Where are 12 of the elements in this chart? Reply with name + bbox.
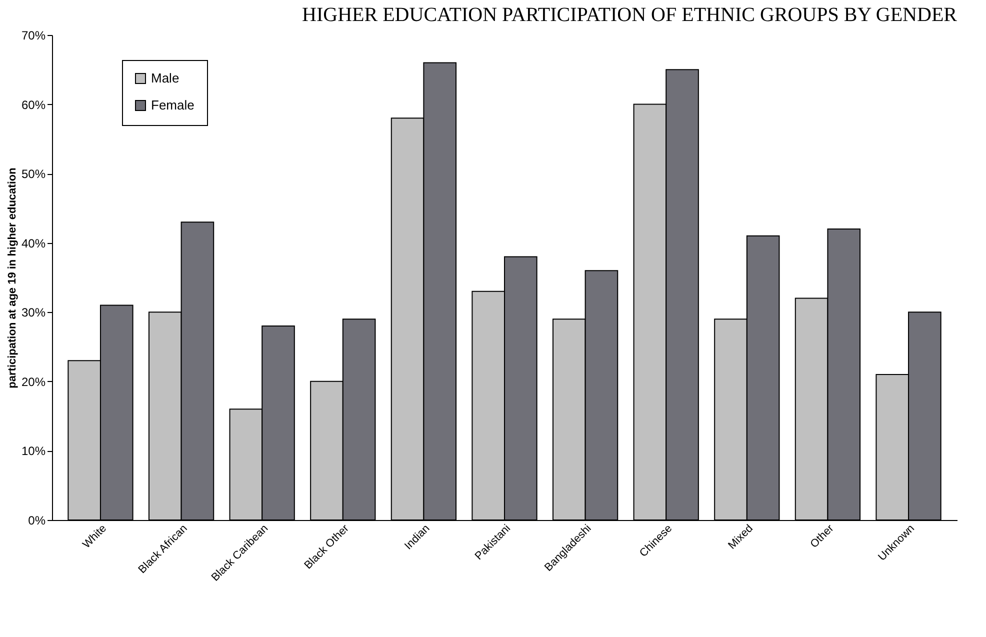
y-tick-label: 50%	[21, 167, 46, 182]
chart-title: HIGHER EDUCATION PARTICIPATION OF ETHNIC GROUPS BY GENDER	[302, 4, 958, 26]
legend-label: Male	[151, 70, 180, 86]
y-tick-label: 60%	[21, 98, 46, 112]
y-tick-label: 10%	[21, 444, 46, 458]
legend-label: Female	[151, 98, 194, 112]
y-tick-label: 20%	[21, 374, 46, 389]
y-tick-label: 40%	[21, 236, 46, 250]
y-tick-label: 0%	[28, 514, 46, 528]
y-tick-label: 30%	[21, 306, 46, 320]
y-axis-title: participation at age 19 in higher education	[6, 167, 18, 388]
y-tick-label: 70%	[21, 28, 46, 42]
